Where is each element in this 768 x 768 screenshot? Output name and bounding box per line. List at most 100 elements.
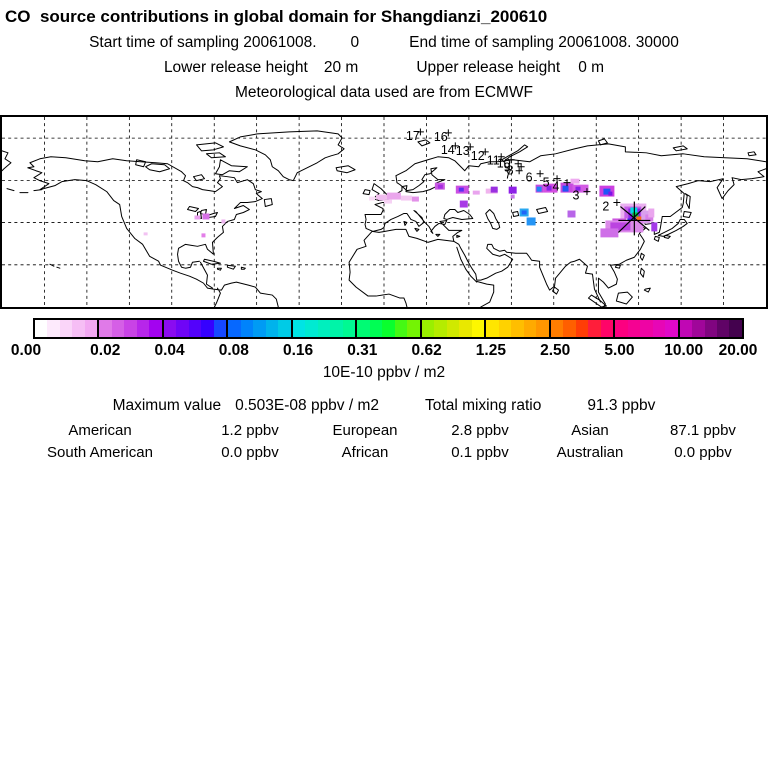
region-value: 87.1 ppbv	[670, 422, 736, 439]
colorbar-segment	[486, 320, 551, 337]
trajectory-plus-icon	[451, 142, 459, 150]
max-value-label: Maximum value	[112, 397, 222, 414]
trajectory-plus-icon	[536, 170, 544, 178]
colorbar-tick: 10.00	[664, 342, 704, 359]
plume-cell	[472, 190, 480, 195]
region-label: European	[332, 422, 398, 439]
world-map: 17 16 14 13 12 11 10 9 8 7 6 5 4 3 2	[0, 115, 768, 309]
plume-cell	[510, 194, 515, 199]
plume-cell	[636, 216, 642, 221]
lower-release-value: 20 m	[323, 59, 359, 76]
plume-cell	[575, 186, 581, 191]
trajectory-plus-icon	[553, 175, 561, 183]
trajectory-day-label: 4	[553, 180, 560, 194]
upper-release-label: Upper release height	[416, 59, 561, 76]
plume-cell	[608, 191, 613, 196]
colorbar-segment	[99, 320, 164, 337]
plume-cell	[411, 196, 419, 202]
trajectory-day-label: 7	[505, 168, 512, 182]
trajectory-plus-icon	[481, 148, 489, 156]
colorbar-tick: 0.04	[154, 342, 185, 359]
colorbar-segment	[679, 320, 742, 337]
region-label: American	[68, 422, 132, 439]
plume-cell	[645, 214, 654, 222]
plume-cell	[459, 200, 468, 208]
trajectory-plus-icon	[497, 153, 505, 161]
plume-cell	[386, 192, 401, 200]
trajectory-day-label: 13	[456, 144, 470, 158]
colorbar-segment	[35, 320, 100, 337]
trajectory-plus-icon	[583, 188, 591, 196]
total-mixing-label: Total mixing ratio	[425, 397, 542, 414]
max-value: 0.503E-08 ppbv / m2	[235, 397, 380, 414]
trajectory-plus-icon	[444, 129, 452, 137]
plume-cell	[202, 213, 210, 220]
colorbar-segment	[421, 320, 487, 337]
trajectory-day-label: 2	[602, 200, 609, 214]
trajectory-plus-icon	[416, 128, 424, 136]
plume-cell	[221, 219, 226, 224]
trajectory-day-label: 14	[441, 143, 455, 157]
region-value: 0.0 ppbv	[674, 444, 732, 461]
plume-cell	[526, 217, 536, 226]
plume-cell	[546, 185, 552, 191]
max-total-row: Maximum value 0.503E-08 ppbv / m2 Total …	[0, 397, 768, 415]
colorbar-tick: 2.50	[540, 342, 571, 359]
trajectory-day-label: 16	[434, 130, 448, 144]
region-value: 0.0 ppbv	[221, 444, 279, 461]
trajectory-plus-icon	[507, 156, 515, 164]
trajectory-day-label: 6	[526, 171, 533, 185]
lower-release-label: Lower release height	[163, 59, 308, 76]
upper-release-value: 0 m	[578, 59, 605, 76]
colorbar-tick: 0.00	[10, 342, 42, 359]
plume-cell	[143, 232, 148, 236]
plume-cell	[194, 215, 201, 220]
trajectory-plus-icon	[514, 160, 522, 168]
trajectory-day-label: 11	[487, 154, 500, 168]
page-title: CO source contributions in global domain…	[5, 7, 548, 26]
plume-cell	[562, 185, 569, 192]
plume-cell	[648, 208, 655, 218]
trajectory-plus-icon	[563, 179, 571, 187]
plume-cell	[490, 186, 498, 193]
region-label: South American	[47, 444, 153, 461]
region-value: 0.1 ppbv	[451, 444, 509, 461]
trajectory-day-label: 17	[406, 129, 420, 143]
trajectory-day-label: 10	[497, 157, 511, 171]
colorbar-tick: 20.00	[718, 342, 758, 359]
colorbar-tick: 0.62	[411, 342, 442, 359]
plume-cell	[610, 222, 631, 231]
receptor-star-marker	[617, 201, 651, 236]
statistics-block: Maximum value 0.503E-08 ppbv / m2 Total …	[0, 397, 768, 461]
colorbar-segment	[357, 320, 422, 337]
colorbar-tick: 0.31	[347, 342, 378, 359]
colorbar-segment	[615, 320, 680, 337]
trajectory-day-label: 3	[573, 189, 580, 203]
plume-cell	[379, 195, 385, 201]
plume-cell	[603, 188, 611, 195]
region-label: Asian	[571, 422, 609, 439]
colorbar-tick: 0.02	[90, 342, 121, 359]
trajectory-day-label: 9	[504, 161, 511, 175]
trajectory-day-label: 12	[471, 149, 485, 163]
plume-cell	[651, 222, 658, 232]
colorbar-tick: 5.00	[604, 342, 635, 359]
sampling-start-text: Start time of sampling 20061008.	[89, 34, 317, 51]
plume-cell	[369, 196, 376, 201]
region-label: African	[341, 444, 389, 461]
region-value: 2.8 ppbv	[451, 422, 509, 439]
region-label: Australian	[556, 444, 624, 461]
colorbar-tick: 1.25	[475, 342, 506, 359]
trajectory-day-label: 8	[507, 164, 514, 178]
release-height-line: Lower release height 20 m Upper release …	[0, 59, 768, 77]
sampling-end-text: End time of sampling 20061008. 30000	[409, 34, 679, 51]
plume-cell	[570, 178, 580, 184]
region-value: 1.2 ppbv	[221, 422, 279, 439]
trajectory-plus-icon	[466, 143, 474, 151]
met-data-line: Meteorological data used are from ECMWF	[234, 84, 534, 101]
plume-cell	[600, 228, 619, 238]
plume-cell	[437, 184, 443, 189]
plume-cell	[400, 195, 412, 201]
